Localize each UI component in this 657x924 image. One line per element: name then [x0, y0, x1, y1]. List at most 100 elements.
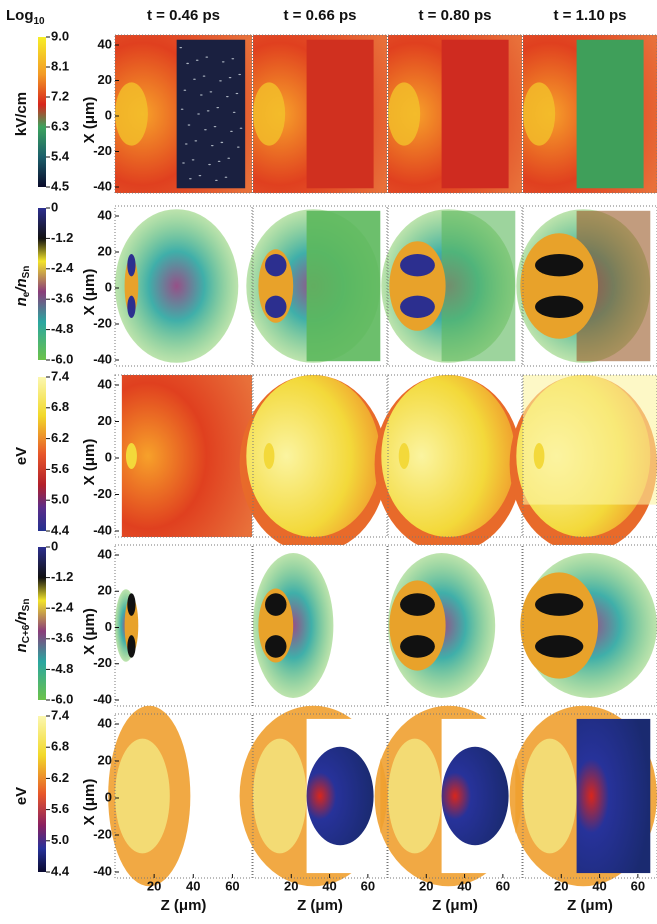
region [115, 82, 148, 145]
region [231, 58, 234, 59]
row-label-part: Sn [21, 599, 32, 612]
colorbar [38, 377, 46, 531]
region [442, 747, 509, 845]
region [442, 40, 509, 189]
region [185, 143, 188, 144]
y-tick-label: -20 [93, 315, 112, 330]
region [265, 254, 286, 276]
region [210, 91, 213, 92]
colorbar-tick-label: 4.4 [51, 522, 70, 537]
corner-label: Log10 [6, 7, 45, 27]
region [218, 161, 221, 162]
region [220, 142, 223, 143]
panel [375, 706, 522, 886]
panel [388, 545, 522, 706]
region [265, 635, 286, 658]
y-tick-label: 20 [98, 583, 112, 598]
region [577, 719, 651, 873]
row-label-part: kV/cm [13, 92, 30, 136]
x-axis-label: Z (μm) [161, 897, 207, 914]
row-label: ne/nSn [13, 266, 32, 307]
y-tick-label: 0 [105, 619, 112, 634]
region [577, 40, 644, 189]
y-tick-label: -20 [93, 655, 112, 670]
region [535, 296, 583, 318]
region [523, 375, 657, 505]
corner-sub: 10 [34, 16, 46, 27]
panel [115, 375, 252, 537]
colorbar-tick-label: 7.4 [51, 707, 70, 722]
y-tick-label: -40 [93, 522, 112, 537]
colorbar-tick-label: 6.2 [51, 770, 69, 785]
x-axis-label: Z (μm) [567, 897, 613, 914]
region [265, 593, 286, 616]
region [226, 96, 229, 97]
region [400, 635, 435, 658]
y-tick-label: 20 [98, 243, 112, 258]
y-axis-label: X (μm) [81, 97, 98, 144]
region [227, 158, 230, 159]
x-tick-label: 40 [186, 878, 200, 893]
colorbar-tick-label: 5.6 [51, 801, 69, 816]
region [520, 572, 598, 678]
colorbar-tick-label: -1.2 [51, 569, 73, 584]
column-title: t = 0.66 ps [284, 7, 357, 24]
region [179, 47, 182, 48]
region [233, 112, 236, 113]
y-tick-label: -40 [93, 691, 112, 706]
colorbar-tick-label: -3.6 [51, 291, 73, 306]
x-tick-label: 40 [322, 878, 336, 893]
region [388, 739, 442, 854]
x-tick-label: 40 [457, 878, 471, 893]
x-tick-label: 60 [361, 878, 375, 893]
region [535, 254, 583, 276]
x-tick-label: 20 [419, 878, 433, 893]
colorbar-tick-label: 5.0 [51, 832, 69, 847]
region [204, 129, 207, 130]
panel [516, 206, 657, 366]
colorbar-tick-label: 5.0 [51, 492, 69, 507]
region [229, 77, 232, 78]
colorbar-tick-label: -2.4 [51, 260, 74, 275]
colorbar-tick-label: 4.4 [51, 863, 70, 878]
colorbar-tick-label: -4.8 [51, 661, 73, 676]
region [222, 61, 225, 62]
panel [510, 375, 657, 553]
region [214, 126, 217, 127]
region [205, 56, 208, 57]
region [207, 110, 210, 111]
region [181, 109, 184, 110]
colorbar-tick-label: 6.3 [51, 118, 69, 133]
region [177, 40, 246, 189]
y-tick-label: 0 [105, 449, 112, 464]
region [399, 443, 410, 469]
corner-base: Log [6, 7, 34, 24]
row-label-part: n [13, 297, 30, 306]
y-tick-label: 20 [98, 413, 112, 428]
region [264, 443, 275, 469]
panel [115, 545, 252, 706]
colorbar-tick-label: 6.2 [51, 430, 69, 445]
colorbar [38, 716, 46, 872]
region [253, 82, 285, 145]
colorbar [38, 547, 46, 700]
y-tick-label: 0 [105, 789, 112, 804]
colorbar-tick-label: 0 [51, 199, 58, 214]
region [115, 739, 170, 854]
region [388, 82, 420, 145]
x-tick-label: 60 [225, 878, 239, 893]
region [126, 443, 137, 469]
colorbar-tick-label: 5.4 [51, 148, 70, 163]
panel [523, 35, 657, 193]
region [225, 177, 228, 178]
y-tick-label: 20 [98, 72, 112, 87]
row-label: eV [13, 447, 30, 465]
row-label-part: Sn [21, 266, 32, 279]
column-title: t = 1.10 ps [554, 7, 627, 24]
region [197, 113, 200, 114]
region [535, 635, 583, 658]
y-tick-label: 40 [98, 376, 112, 391]
y-axis-label: X (μm) [81, 269, 98, 316]
y-tick-label: 20 [98, 752, 112, 767]
row-label: nC+6/nSn [13, 599, 32, 653]
